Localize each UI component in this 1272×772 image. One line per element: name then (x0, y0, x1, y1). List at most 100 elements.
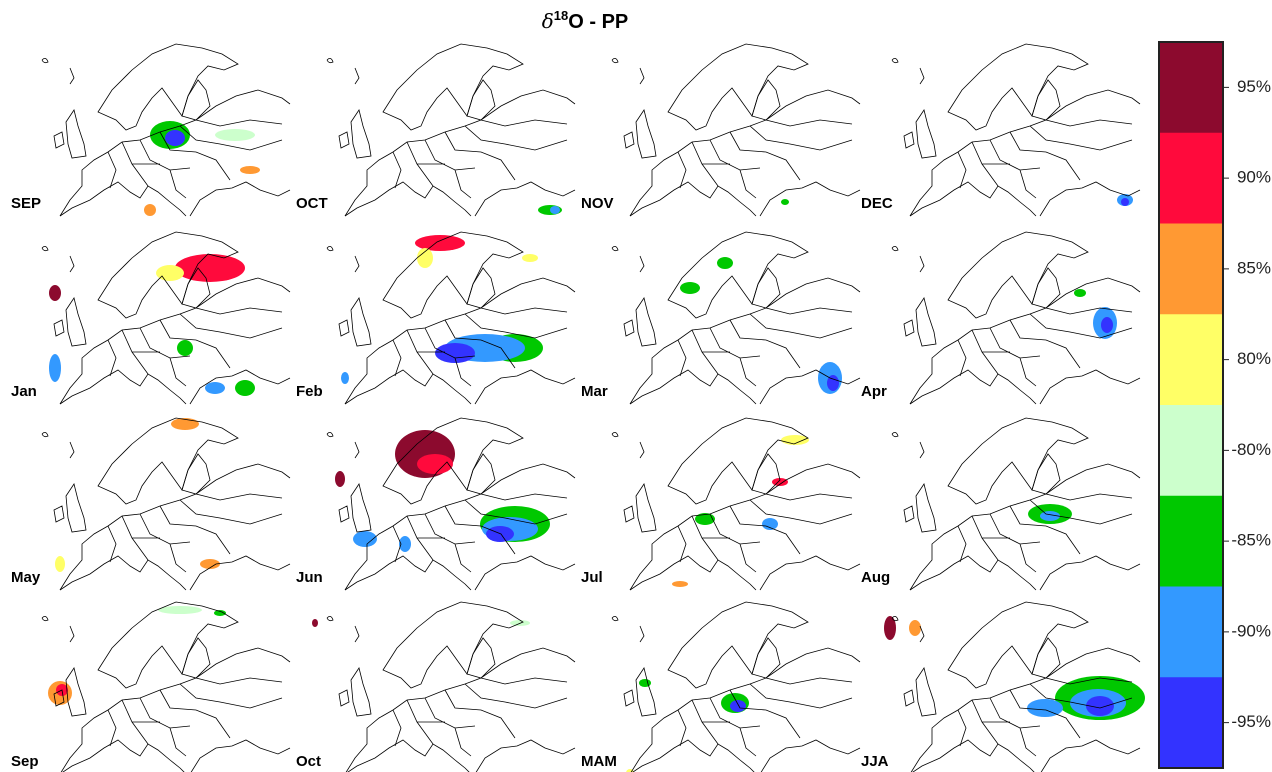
colorbar: 95% 90% 85% 80% -80% -85% -90% -95% (1159, 42, 1271, 769)
map-panel: Sep (11, 602, 290, 772)
map-panel: Mar (581, 232, 860, 404)
colorbar-label: 80% (1237, 349, 1271, 368)
anomaly-patch (680, 282, 700, 294)
colorbar-label: 95% (1237, 77, 1271, 96)
anomaly-patch (165, 130, 185, 146)
map-outline (612, 602, 860, 772)
anomaly-patch (171, 418, 199, 430)
map-outline (892, 418, 1140, 590)
anomaly-patch (1074, 289, 1086, 297)
colorbar-label: -95% (1231, 712, 1271, 731)
anomaly-patch (435, 343, 475, 363)
map-panel: Oct (296, 602, 575, 772)
panel-label: Mar (581, 383, 608, 400)
panel-label: Oct (296, 753, 321, 770)
map-panel: Apr (861, 232, 1140, 404)
map-panel: DEC (861, 44, 1140, 216)
map-outline (42, 418, 290, 590)
anomaly-patch (158, 606, 202, 614)
panel-label: MAM (581, 753, 617, 770)
colorbar-swatch (1159, 224, 1223, 315)
anomaly-patch (1101, 317, 1113, 333)
colorbar-swatch (1159, 677, 1223, 768)
colorbar-label: 90% (1237, 168, 1271, 187)
map-outline (612, 418, 860, 590)
colorbar-swatch (1159, 587, 1223, 678)
anomaly-patch (235, 380, 255, 396)
panel-label: Jul (581, 569, 603, 586)
map-panel: JJA (861, 602, 1145, 772)
map-outline (42, 232, 290, 404)
colorbar-swatch (1159, 42, 1223, 133)
panel-label: Sep (11, 753, 39, 770)
title: δ18O - PP (542, 8, 629, 33)
anomaly-patch (205, 382, 225, 394)
anomaly-patch (730, 700, 746, 712)
panel-label: SEP (11, 195, 41, 212)
anomaly-patch (335, 471, 345, 487)
panels: SEP OCT NOV DEC Jan Feb Mar Apr May Jun Jul Aug Sep O… (11, 44, 1145, 772)
map-panel: NOV (581, 44, 860, 216)
colorbar-swatch (1159, 314, 1223, 405)
anomaly-patch (312, 619, 318, 627)
anomaly-patch (177, 340, 193, 356)
anomaly-patch (550, 206, 560, 214)
anomaly-patch (762, 518, 778, 530)
map-panel: SEP (11, 44, 290, 216)
anomaly-patch (175, 254, 245, 282)
map-outline (42, 602, 290, 772)
panel-label: DEC (861, 195, 893, 212)
anomaly-patch (1121, 198, 1129, 206)
panel-label: May (11, 569, 41, 586)
colorbar-swatch (1159, 405, 1223, 496)
map-panel: Jun (296, 418, 575, 590)
anomaly-patch (417, 454, 453, 474)
map-panel: Jan (11, 232, 290, 404)
map-panel: May (11, 418, 290, 590)
panel-label: JJA (861, 753, 889, 770)
map-panel: OCT (296, 44, 575, 216)
anomaly-patch (156, 265, 184, 281)
map-outline (327, 44, 575, 216)
map-outline (42, 44, 290, 216)
title-symbol: δ (542, 9, 554, 33)
anomaly-patch (55, 556, 65, 572)
anomaly-patch (49, 285, 61, 301)
panel-label: Jun (296, 569, 323, 586)
panel-label: Jan (11, 383, 37, 400)
colorbar-label: -80% (1231, 440, 1271, 459)
title-superscript: 18 (554, 8, 568, 23)
anomaly-patch (672, 581, 688, 587)
colorbar-label: 85% (1237, 258, 1271, 277)
map-outline (612, 44, 860, 216)
map-outline (327, 602, 575, 772)
figure: δ18O - PP SEP OCT NOV DEC Jan Feb Mar Apr May Jun… (0, 0, 1272, 772)
anomaly-patch (215, 129, 255, 141)
anomaly-patch (717, 257, 733, 269)
panel-label: Apr (861, 383, 887, 400)
colorbar-swatch (1159, 133, 1223, 224)
map-outline (892, 44, 1140, 216)
colorbar-label: -90% (1231, 621, 1271, 640)
anomaly-patch (639, 679, 651, 687)
title-text: O - PP (568, 11, 628, 33)
anomaly-patch (240, 166, 260, 174)
anomaly-patch (417, 248, 433, 268)
map-panel: Aug (861, 418, 1140, 590)
colorbar-label: -85% (1231, 531, 1271, 550)
anomaly-patch (884, 616, 896, 640)
anomaly-patch (341, 372, 349, 384)
anomaly-patch (781, 199, 789, 205)
colorbar-swatch (1159, 496, 1223, 587)
map-panel: Feb (296, 232, 575, 404)
anomaly-patch (144, 204, 156, 216)
map-panel: MAM (581, 602, 860, 772)
map-panel: Jul (581, 418, 860, 590)
anomaly-patch (909, 620, 921, 636)
anomaly-patch (522, 254, 538, 262)
anomaly-patch (49, 354, 61, 382)
panel-label: NOV (581, 195, 614, 212)
panel-label: OCT (296, 195, 328, 212)
panel-label: Feb (296, 383, 323, 400)
panel-label: Aug (861, 569, 890, 586)
